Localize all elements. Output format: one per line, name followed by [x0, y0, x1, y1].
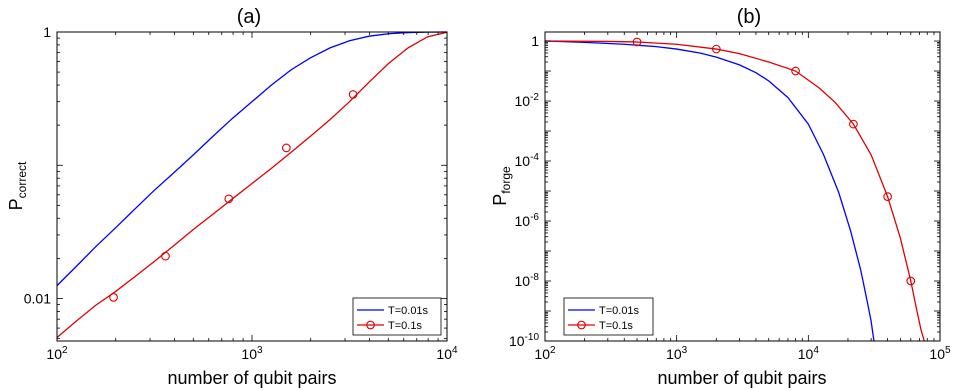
panel-a-legend-box: [352, 297, 442, 336]
panel-a-y-tick-label: 0.01: [24, 291, 51, 307]
panel-b-series-line-0: [544, 40, 875, 342]
panel-b-y-tick-label: 1: [531, 33, 539, 49]
panel-b-y-label-base: P: [490, 194, 510, 206]
panel-b-legend-label-blue: T=0.01s: [599, 305, 640, 317]
panel-a-legend: T=0.01s T=0.1s: [352, 297, 442, 336]
panel-b-series-1-marker: [791, 66, 800, 76]
panel-a-x-tick-label: 102: [46, 345, 68, 362]
panel-a-series-line-1: [56, 31, 448, 338]
panel-a-x-tick-label: 103: [241, 345, 263, 362]
panel-a-series-1-marker: [281, 143, 291, 153]
panel-b-x-tick-label: 102: [534, 345, 556, 362]
panel-a-x-axis-label: number of qubit pairs: [167, 368, 336, 388]
panel-a-series-1-marker: [224, 194, 234, 204]
panel-b-series-1-marker: [883, 192, 892, 201]
panel-a-series-1-marker: [348, 90, 358, 99]
panel-b-y-axis-label: Pforge: [490, 166, 513, 206]
panel-a: (a) 102 103 104 0.01 1 number of qubit pair…: [6, 6, 458, 388]
panel-b-legend: T=0.01s T=0.1s: [563, 297, 654, 336]
panel-b-series-line-1: [544, 40, 925, 342]
panel-b-title: (b): [737, 6, 761, 28]
panel-a-legend-marker-red: [366, 320, 375, 330]
panel-a-series-line-0: [56, 31, 448, 287]
panel-b-x-tick-label: 103: [666, 345, 688, 362]
panel-b-y-ticks: 1 10-2 10-4 10-6 10-8 10-10: [509, 31, 940, 349]
panel-b-series: [544, 37, 925, 342]
panel-a-series: [56, 31, 448, 338]
panel-a-x-tick-label: 104: [436, 345, 458, 362]
panel-b-series-1-marker: [632, 37, 642, 47]
panel-a-series-1-marker: [161, 251, 170, 261]
panel-b: (b) 102 103 104 105 110-210-410-610-810-10 …: [490, 6, 951, 388]
panel-b-series-1-marker: [849, 119, 858, 129]
panel-b-series-1-marker: [906, 276, 916, 286]
panel-b-x-tick-label: 105: [929, 345, 951, 362]
panel-b-y-tick-label: 10-6: [515, 212, 540, 229]
panel-b-legend-marker-red: [577, 320, 586, 330]
panel-b-y-label-sub: forge: [499, 166, 513, 194]
panel-a-legend-label-red: T=0.1s: [388, 320, 422, 332]
panel-b-y-tick-label: 10-10: [509, 332, 539, 349]
panel-a-y-ticks: 0.01 1: [24, 24, 447, 340]
panel-a-y-tick-label: 1: [43, 24, 51, 40]
panel-b-series-1-marker: [711, 44, 721, 54]
panel-b-x-axis-label: number of qubit pairs: [657, 368, 826, 388]
panel-a-y-label-sub: correct: [15, 161, 29, 198]
panel-b-y-tick-label: 10-4: [515, 152, 540, 169]
panel-b-x-ticks: 102 103 104 105: [534, 32, 951, 362]
panel-a-y-label-base: P: [6, 198, 26, 210]
panel-b-legend-box: [563, 297, 654, 336]
panel-b-axes-frame: [544, 31, 941, 342]
panel-b-y-tick-label: 10-8: [515, 272, 540, 289]
panel-a-series-1-marker: [109, 293, 118, 302]
panel-a-x-ticks: 102 103 104: [46, 32, 458, 362]
panel-a-y-axis-label: Pcorrect: [6, 161, 29, 210]
panel-a-title: (a): [237, 6, 261, 28]
panel-a-legend-label-blue: T=0.01s: [388, 305, 429, 317]
panel-b-legend-label-red: T=0.1s: [599, 320, 633, 332]
panel-b-x-tick-label: 104: [798, 345, 820, 362]
panel-b-y-tick-label: 10-2: [515, 92, 540, 109]
